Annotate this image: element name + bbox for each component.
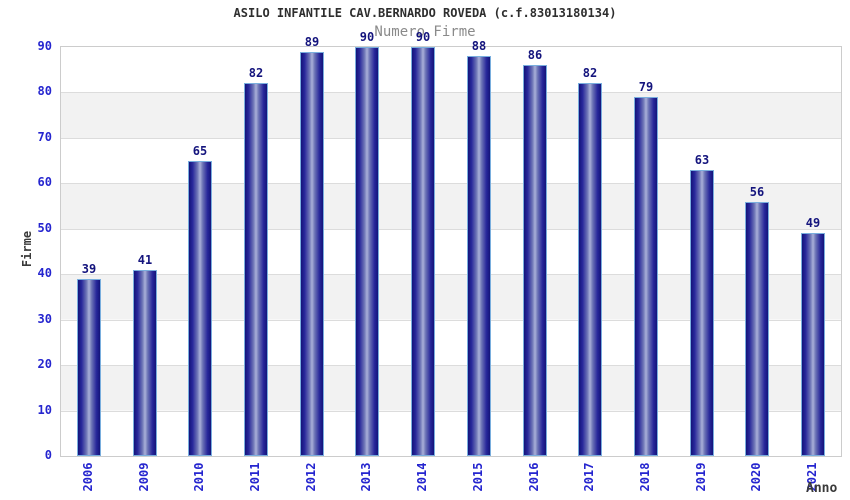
bar-value-label-2011: 82 — [248, 66, 264, 80]
bar-value-label-2012: 89 — [304, 35, 320, 49]
y-tick-label-30: 30 — [37, 312, 52, 326]
bar-value-label-2021: 49 — [805, 216, 821, 230]
bar-value-label-2015: 88 — [471, 39, 487, 53]
bar-value-label-2014: 90 — [415, 30, 431, 44]
bar-value-label-2019: 63 — [694, 153, 710, 167]
bar-2014 — [411, 47, 435, 456]
y-tick-label-0: 0 — [44, 448, 52, 462]
x-tick-label-2018: 2018 — [638, 462, 652, 492]
y-tick-label-20: 20 — [37, 357, 52, 371]
bar-2017 — [578, 83, 602, 456]
bar-value-label-2017: 82 — [582, 66, 598, 80]
x-axis-title: Anno — [806, 481, 838, 496]
x-tick-label-2019: 2019 — [694, 462, 708, 492]
bar-value-label-2018: 79 — [638, 80, 654, 94]
x-axis: 2006 2009 2010 2011 2012 2013 2014 2015 2016 2017… — [60, 455, 840, 500]
gridline-40 — [61, 274, 841, 275]
bar-2010 — [188, 161, 212, 456]
x-tick-label-2016: 2016 — [527, 462, 541, 492]
y-axis: 0 10 20 30 40 50 60 70 80 90 — [0, 39, 52, 462]
y-tick-label-90: 90 — [37, 39, 52, 53]
bar-2013 — [355, 47, 379, 456]
bar-value-label-2006: 39 — [81, 262, 97, 276]
gridline-10 — [61, 411, 841, 412]
bar-value-label-2013: 90 — [359, 30, 375, 44]
y-tick-label-70: 70 — [37, 130, 52, 144]
x-tick-label-2009: 2009 — [137, 462, 151, 492]
gridline-20 — [61, 365, 841, 366]
bar-2019 — [690, 170, 714, 456]
bar-2016 — [523, 65, 547, 456]
bar-value-label-2009: 41 — [137, 253, 153, 267]
x-tick-label-2020: 2020 — [749, 462, 763, 492]
y-tick-label-40: 40 — [37, 266, 52, 280]
x-tick-label-2014: 2014 — [415, 462, 429, 492]
bar-2009 — [133, 270, 157, 456]
chart-subtitle: Numero Firme — [374, 24, 476, 40]
chart-title: ASILO INFANTILE CAV.BERNARDO ROVEDA (c.f… — [233, 6, 617, 20]
bar-2006 — [77, 279, 101, 456]
gridline-70 — [61, 138, 841, 139]
y-tick-label-50: 50 — [37, 221, 52, 235]
y-tick-label-60: 60 — [37, 175, 52, 189]
bar-2012 — [300, 52, 324, 456]
x-tick-label-2011: 2011 — [248, 462, 262, 492]
gridline-80 — [61, 92, 841, 93]
bar-2015 — [467, 56, 491, 456]
x-tick-label-2013: 2013 — [359, 462, 373, 492]
bar-2011 — [244, 83, 268, 456]
gridline-30 — [61, 320, 841, 321]
gridline-60 — [61, 183, 841, 184]
gridline-50 — [61, 229, 841, 230]
bar-value-label-2010: 65 — [192, 144, 208, 158]
x-tick-label-2006: 2006 — [81, 462, 95, 492]
y-tick-label-80: 80 — [37, 84, 52, 98]
bar-value-label-2020: 56 — [749, 185, 765, 199]
plot-area: 39 41 65 82 89 90 90 88 86 82 79 63 56 49 — [60, 30, 842, 457]
x-tick-label-2010: 2010 — [192, 462, 206, 492]
y-tick-label-10: 10 — [37, 403, 52, 417]
bar-value-label-2016: 86 — [527, 48, 543, 62]
bar-2018 — [634, 97, 658, 456]
x-tick-label-2017: 2017 — [582, 462, 596, 492]
x-tick-label-2015: 2015 — [471, 462, 485, 492]
bar-2021 — [801, 233, 825, 456]
x-tick-label-2012: 2012 — [304, 462, 318, 492]
bar-2020 — [745, 202, 769, 456]
